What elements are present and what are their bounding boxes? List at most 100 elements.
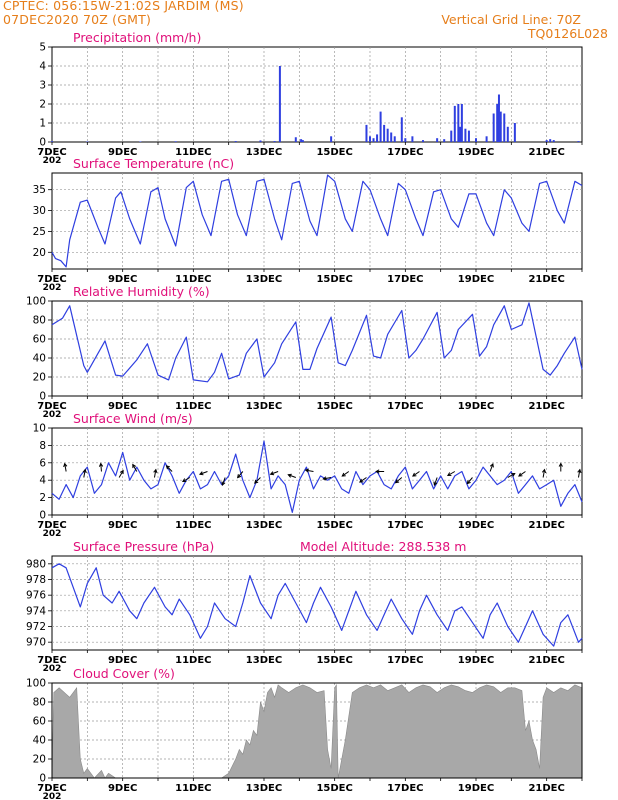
wind-arrow-head bbox=[63, 462, 68, 468]
wind-arrow bbox=[165, 465, 173, 472]
precip-bar bbox=[492, 113, 495, 142]
y-tick-label: 0 bbox=[39, 510, 46, 522]
precip-bar bbox=[485, 136, 488, 142]
y-tick-label: 1 bbox=[39, 118, 46, 130]
panel-frame bbox=[51, 555, 583, 651]
wind-arrow bbox=[541, 468, 547, 478]
wind-arrow-shaft bbox=[221, 477, 226, 486]
x-year-label-clipped: 202 bbox=[43, 529, 62, 539]
precip-bar bbox=[436, 138, 439, 142]
panel-title: Surface Pressure (hPa) bbox=[73, 539, 214, 554]
x-year-label-clipped: 202 bbox=[43, 283, 62, 293]
wind-arrow-shaft bbox=[270, 471, 279, 475]
precip-bar bbox=[453, 105, 456, 142]
x-date-label: 17DEC bbox=[387, 783, 423, 794]
x-date-label: 15DEC bbox=[316, 520, 352, 531]
wind-arrow bbox=[446, 471, 456, 477]
wind-arrow-head bbox=[518, 472, 523, 477]
header-model-id: TQ0126L028 bbox=[527, 26, 608, 41]
wind-arrow-shaft bbox=[341, 471, 350, 477]
x-date-label: 11DEC bbox=[175, 783, 211, 794]
panel-frame bbox=[51, 300, 583, 397]
y-tick-label: 8 bbox=[39, 440, 46, 452]
wind-arrow-head bbox=[153, 468, 158, 474]
wind-arrow bbox=[466, 477, 473, 485]
wind-arrow bbox=[287, 473, 296, 478]
wind-arrow bbox=[132, 463, 138, 472]
wind-arrow-head bbox=[341, 472, 346, 477]
precip-bar bbox=[379, 111, 382, 142]
x-date-label: 17DEC bbox=[387, 274, 423, 285]
panel-title: Relative Humidity (%) bbox=[73, 284, 210, 299]
x-date-label: 19DEC bbox=[458, 147, 494, 158]
press-series-line bbox=[51, 563, 583, 647]
x-date-label: 21DEC bbox=[528, 274, 564, 285]
wind-arrow-head bbox=[254, 479, 259, 484]
y-tick-label: 972 bbox=[26, 621, 46, 633]
wind-arrow bbox=[577, 468, 582, 478]
y-tick-label: 20 bbox=[33, 754, 46, 766]
y-tick-label: 4 bbox=[39, 475, 46, 487]
panel-temp: 20 25 30 35 Surface Temperature (nC) 7DEC 9DEC… bbox=[33, 156, 583, 293]
x-date-label: 7DEC bbox=[37, 783, 66, 794]
wind-arrow-head bbox=[165, 465, 170, 470]
wind-arrow bbox=[153, 468, 158, 478]
precip-bar bbox=[330, 136, 333, 142]
wind-arrow bbox=[341, 471, 350, 477]
precip-bar bbox=[460, 104, 463, 142]
wind-arrow-shaft bbox=[153, 469, 157, 478]
y-tick-label: 60 bbox=[33, 716, 46, 728]
precip-bar bbox=[496, 104, 499, 142]
wind-arrow-head bbox=[198, 471, 204, 476]
wind-arrow-shaft bbox=[323, 477, 332, 480]
precip-bar bbox=[51, 141, 53, 142]
wind-arrow-head bbox=[304, 468, 310, 473]
wind-series-line bbox=[51, 440, 583, 513]
panel-precip: 0 1 2 3 4 5 Precipitation (mm/h) 7DEC 9DEC 11DEC 1… bbox=[37, 30, 583, 166]
wind-arrow bbox=[63, 462, 68, 472]
y-tick-label: 974 bbox=[26, 605, 46, 617]
precip-bar bbox=[174, 141, 177, 142]
wind-arrow bbox=[221, 477, 226, 486]
x-date-label: 19DEC bbox=[458, 401, 494, 412]
precip-bar bbox=[464, 128, 467, 142]
y-tick-label: 60 bbox=[33, 334, 46, 346]
panel-title: Cloud Cover (%) bbox=[73, 666, 175, 681]
panel-press: 970 972 974 976 978 980 Surface Pressure (hPa)… bbox=[26, 539, 583, 674]
x-date-label: 11DEC bbox=[175, 274, 211, 285]
temp-series-line bbox=[51, 174, 583, 268]
wind-arrow-shaft bbox=[166, 465, 173, 472]
x-year-label-clipped: 202 bbox=[43, 410, 62, 420]
wind-arrow-shaft bbox=[305, 469, 314, 472]
wind-arrow-shaft bbox=[64, 463, 67, 472]
cloud-cover-area bbox=[51, 683, 583, 779]
x-date-label: 9DEC bbox=[108, 783, 137, 794]
wind-arrow bbox=[394, 477, 403, 484]
wind-arrow-head bbox=[119, 469, 124, 475]
x-date-label: 9DEC bbox=[108, 147, 137, 158]
precip-bar bbox=[503, 113, 506, 142]
wind-arrow-head bbox=[359, 478, 364, 483]
wind-arrow-head bbox=[412, 472, 417, 477]
x-date-label: 15DEC bbox=[316, 783, 352, 794]
x-date-label: 7DEC bbox=[37, 655, 66, 666]
precip-bar bbox=[300, 139, 303, 142]
panel-subtitle: Model Altitude: 288.538 m bbox=[300, 539, 466, 554]
wind-arrow bbox=[98, 462, 104, 472]
wind-arrow bbox=[82, 468, 87, 478]
precip-bar bbox=[552, 140, 555, 142]
wind-arrow-shaft bbox=[395, 477, 403, 484]
wind-arrow bbox=[375, 469, 385, 474]
x-date-label: 17DEC bbox=[387, 655, 423, 666]
x-date-label: 13DEC bbox=[246, 520, 282, 531]
wind-arrow-shaft bbox=[577, 469, 581, 478]
x-date-label: 17DEC bbox=[387, 520, 423, 531]
panel-cloud: 0 20 40 60 80 100 Cloud Cover (%) 7DEC 9DEC 11DEC… bbox=[26, 666, 583, 800]
y-tick-label: 0 bbox=[39, 391, 46, 403]
x-date-label: 21DEC bbox=[528, 655, 564, 666]
y-tick-label: 30 bbox=[33, 205, 46, 217]
precip-bar bbox=[411, 136, 414, 142]
precip-bar bbox=[577, 141, 580, 142]
y-tick-label: 80 bbox=[33, 697, 46, 709]
wind-arrow-head bbox=[394, 479, 400, 484]
